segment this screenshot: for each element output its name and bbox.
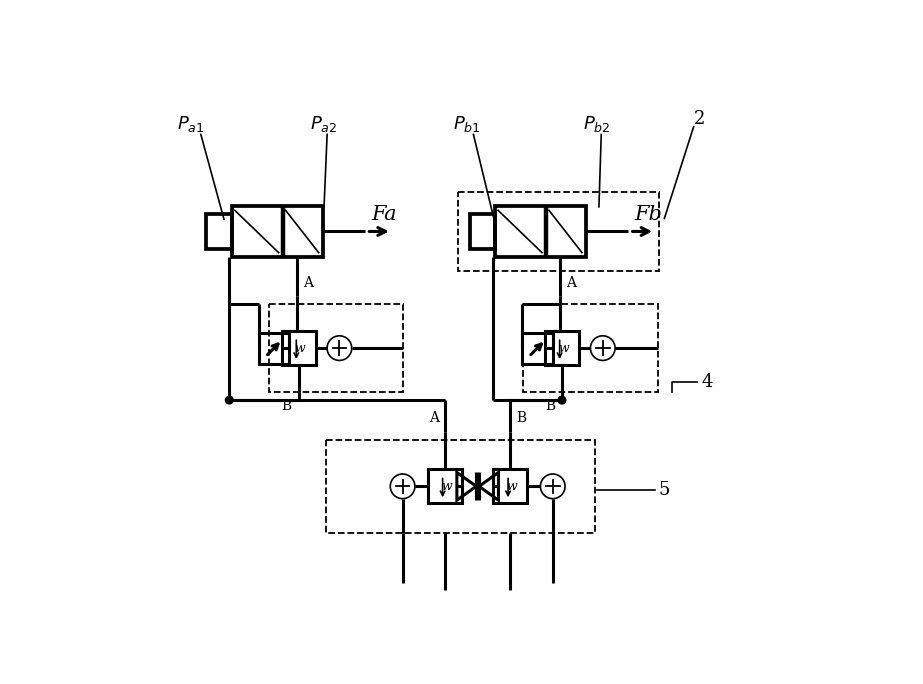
Bar	[258, 332, 290, 363]
Text: w: w	[294, 341, 306, 354]
Bar	[326, 440, 595, 533]
Bar	[428, 469, 462, 503]
Text: A: A	[429, 410, 438, 425]
Bar	[545, 331, 579, 365]
Text: $P_{a2}$: $P_{a2}$	[310, 114, 338, 135]
Text: 5: 5	[659, 481, 670, 499]
Text: A: A	[304, 276, 313, 290]
Text: A: A	[567, 276, 577, 290]
Text: w: w	[507, 480, 517, 493]
Bar	[206, 214, 232, 249]
Text: B: B	[517, 410, 527, 425]
Text: w: w	[441, 480, 452, 493]
Bar	[269, 304, 403, 393]
Text: B: B	[545, 399, 555, 413]
Bar	[282, 331, 316, 365]
Text: Fa: Fa	[371, 205, 397, 224]
Text: $P_{a1}$: $P_{a1}$	[177, 114, 205, 135]
Text: 2: 2	[693, 110, 705, 128]
Text: $P_{b1}$: $P_{b1}$	[452, 114, 480, 135]
Bar	[470, 214, 495, 249]
Text: $P_{b2}$: $P_{b2}$	[582, 114, 610, 135]
Bar	[494, 469, 527, 503]
Text: 4: 4	[701, 373, 713, 391]
Text: Fb: Fb	[634, 205, 662, 224]
Bar	[523, 304, 658, 393]
Bar	[458, 192, 659, 271]
Text: w: w	[558, 341, 569, 354]
Bar	[521, 332, 553, 363]
Bar	[495, 206, 586, 257]
Circle shape	[225, 396, 234, 404]
Text: B: B	[282, 399, 292, 413]
Bar	[232, 206, 322, 257]
Circle shape	[558, 396, 566, 404]
